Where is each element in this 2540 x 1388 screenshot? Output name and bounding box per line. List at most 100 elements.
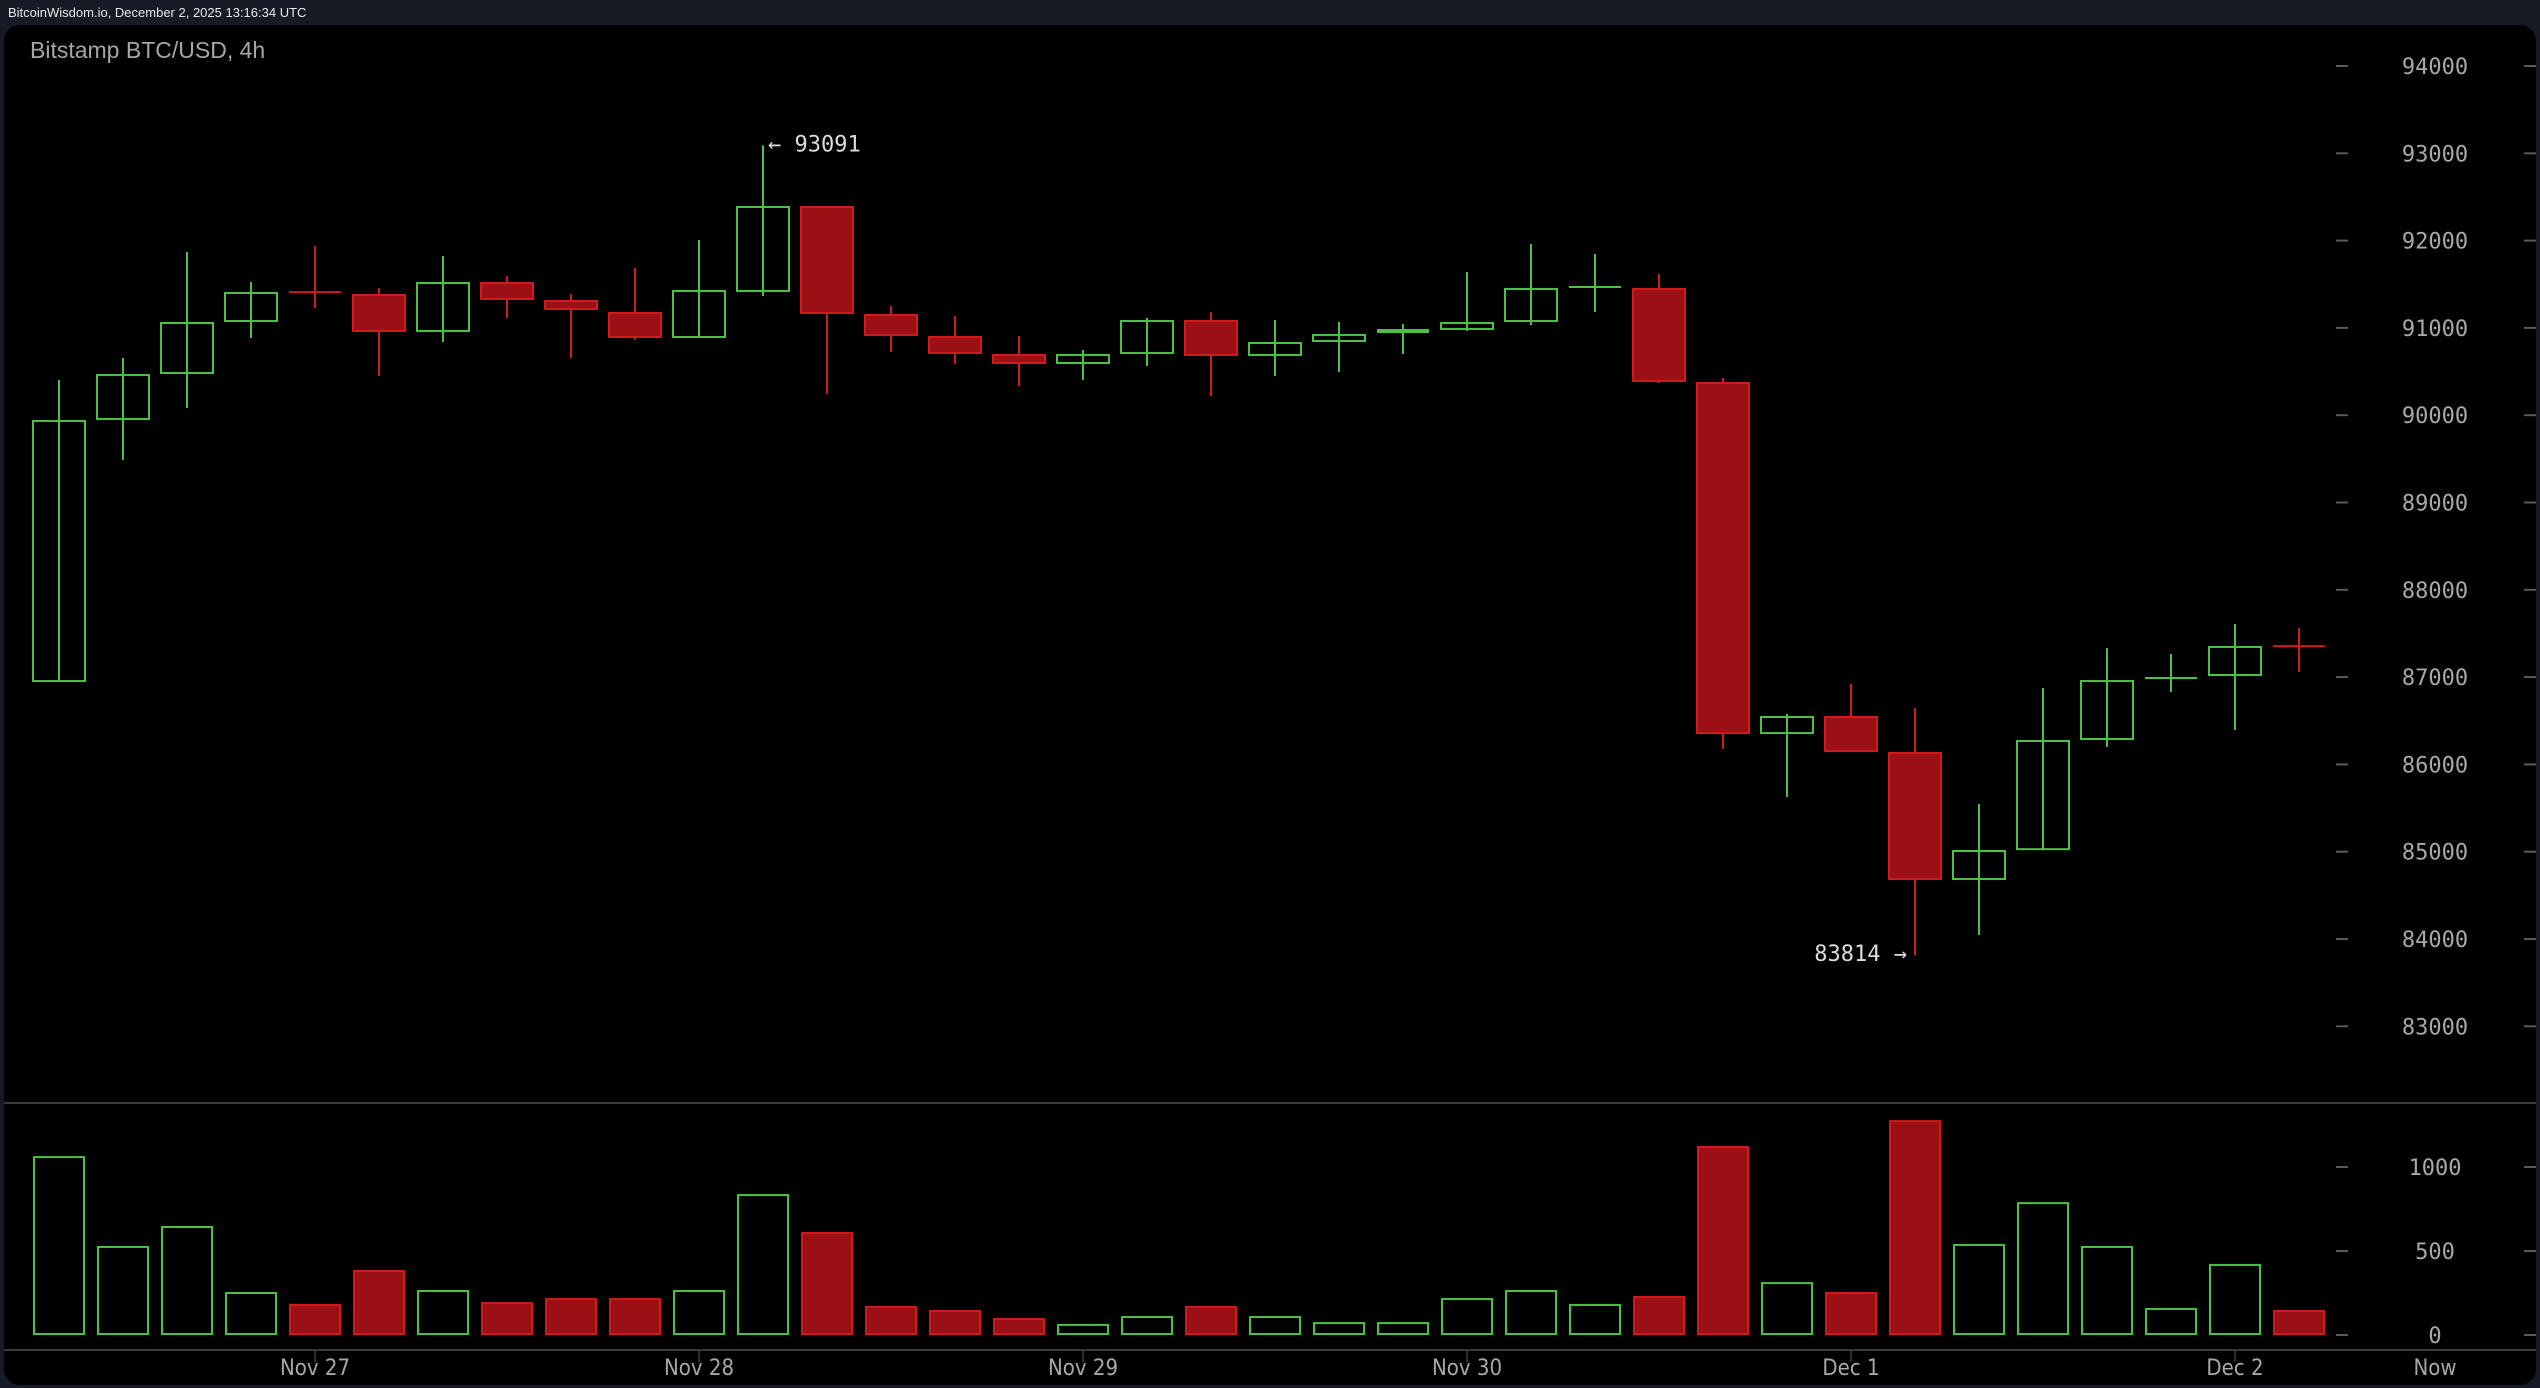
volume-bar <box>1057 1323 1109 1336</box>
candle[interactable] <box>2208 623 2262 731</box>
volume-bar <box>97 1245 149 1336</box>
volume-bar <box>1313 1322 1365 1336</box>
volume-bar <box>2145 1307 2197 1335</box>
volume-bar <box>2209 1263 2261 1335</box>
candle[interactable] <box>544 294 598 359</box>
volume-bar <box>609 1298 661 1335</box>
price-tick-label: 87000 <box>2402 666 2468 691</box>
candle[interactable] <box>864 305 918 352</box>
candle[interactable] <box>96 358 150 460</box>
candle[interactable] <box>352 288 406 377</box>
volume-axis: 1000 500 0 <box>2336 1156 2536 1349</box>
chart-title: Bitstamp BTC/USD, 4h <box>30 37 266 63</box>
volume-bar <box>1633 1296 1685 1335</box>
volume-tick-label: 0 <box>2428 1324 2441 1349</box>
candle[interactable] <box>224 281 278 339</box>
candle[interactable] <box>160 251 214 409</box>
volume-bar <box>737 1194 789 1336</box>
volume-bar <box>1761 1282 1813 1336</box>
price-tick-label: 89000 <box>2402 492 2468 517</box>
volume-bars <box>33 1120 2325 1336</box>
candle[interactable] <box>2273 627 2325 672</box>
candle[interactable] <box>416 255 470 343</box>
volume-tick-label: 500 <box>2415 1240 2455 1265</box>
price-tick-label: 90000 <box>2402 404 2468 429</box>
candle[interactable] <box>480 275 534 319</box>
candle[interactable] <box>928 316 982 364</box>
candle[interactable] <box>289 246 341 308</box>
price-tick-label: 85000 <box>2402 841 2468 866</box>
time-tick-label: Nov 30 <box>1432 1356 1502 1381</box>
volume-bar <box>161 1225 213 1335</box>
volume-bar <box>865 1305 917 1335</box>
candle[interactable] <box>32 380 86 683</box>
candlestick-chart[interactable]: 94000 93000 92000 91000 90000 89000 88000 87000… <box>4 25 2536 1385</box>
volume-bar <box>1889 1120 1941 1335</box>
candle[interactable] <box>1504 244 1558 326</box>
volume-bar <box>2081 1245 2133 1336</box>
candle[interactable] <box>1824 683 1878 753</box>
volume-bar <box>353 1269 405 1335</box>
volume-bar <box>225 1292 277 1335</box>
candle[interactable] <box>1184 312 1238 396</box>
price-tick-label: 84000 <box>2402 928 2468 953</box>
candle[interactable] <box>608 268 662 340</box>
annotations: ← 93091 83814 → <box>768 132 1907 967</box>
price-axis: 94000 93000 92000 91000 90000 89000 88000 87000… <box>2336 55 2536 1040</box>
candle[interactable] <box>736 145 790 297</box>
candle[interactable] <box>1632 274 1686 383</box>
candle[interactable] <box>672 239 726 338</box>
volume-bar <box>2017 1202 2069 1335</box>
candle[interactable] <box>2016 688 2070 851</box>
time-tick-label: Dec 2 <box>2206 1356 2263 1381</box>
volume-bar <box>801 1232 853 1336</box>
candle[interactable] <box>992 335 1046 387</box>
volume-bar <box>417 1289 469 1336</box>
candle[interactable] <box>1056 349 1110 381</box>
time-tick-label: Nov 29 <box>1048 1356 1118 1381</box>
volume-bar <box>1953 1243 2005 1336</box>
candle[interactable] <box>800 205 854 394</box>
now-label: Now <box>2413 1356 2456 1381</box>
volume-bar <box>1825 1292 1877 1335</box>
price-tick-label: 88000 <box>2402 579 2468 604</box>
price-tick-label: 92000 <box>2402 230 2468 255</box>
volume-bar <box>1441 1298 1493 1335</box>
candle[interactable] <box>2080 648 2134 748</box>
volume-tick-label: 1000 <box>2409 1156 2462 1181</box>
volume-bar <box>1121 1316 1173 1336</box>
chart-panel: 94000 93000 92000 91000 90000 89000 88000 87000… <box>4 25 2536 1385</box>
volume-bar <box>673 1289 725 1336</box>
price-tick-label: 83000 <box>2402 1015 2468 1040</box>
candle[interactable] <box>1440 272 1494 331</box>
candle[interactable] <box>1952 803 2006 935</box>
volume-bar <box>545 1298 597 1335</box>
candle[interactable] <box>1120 318 1174 366</box>
volume-bar <box>1377 1322 1429 1336</box>
source-timestamp: BitcoinWisdom.io, December 2, 2025 13:16… <box>8 5 307 20</box>
time-axis: Nov 27 Nov 28 Nov 29 Nov 30 Dec 1 Dec 2 Now <box>280 1351 2457 1381</box>
candle[interactable] <box>1569 253 1621 313</box>
candle[interactable] <box>1312 321 1366 372</box>
volume-bar <box>929 1309 981 1335</box>
candle[interactable] <box>1760 714 1814 797</box>
candle[interactable] <box>1888 708 1942 956</box>
volume-bar <box>1569 1303 1621 1335</box>
low-annotation: 83814 → <box>1814 942 1907 967</box>
price-tick-label: 93000 <box>2402 142 2468 167</box>
high-annotation: ← 93091 <box>768 132 861 157</box>
candle[interactable] <box>1248 319 1302 377</box>
candle[interactable] <box>1696 378 1750 750</box>
volume-bar <box>1505 1289 1557 1336</box>
volume-bar <box>2273 1309 2325 1335</box>
candle[interactable] <box>2145 653 2197 693</box>
candles <box>32 145 2325 956</box>
price-tick-label: 86000 <box>2402 753 2468 778</box>
time-tick-label: Dec 1 <box>1822 1356 1879 1381</box>
candle[interactable] <box>1377 323 1429 355</box>
volume-bar <box>289 1303 341 1335</box>
volume-bar <box>1185 1305 1237 1335</box>
volume-bar <box>481 1302 533 1335</box>
price-tick-label: 91000 <box>2402 317 2468 342</box>
volume-bar <box>1249 1316 1301 1336</box>
